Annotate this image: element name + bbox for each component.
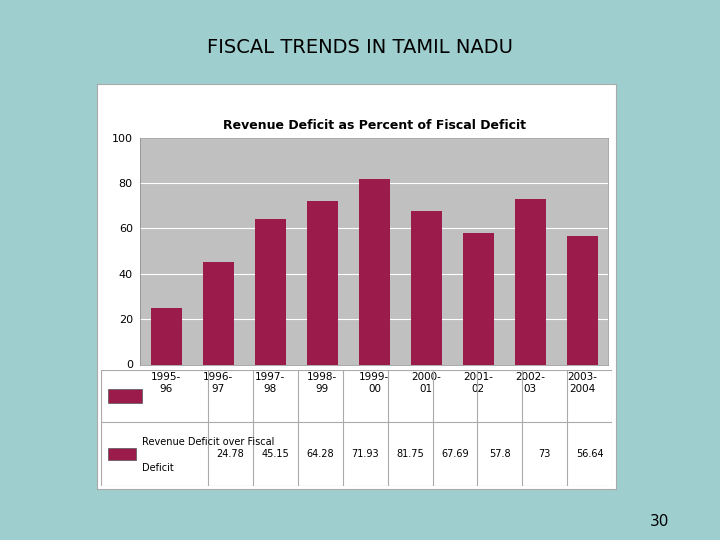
Text: Revenue Deficit over Fiscal: Revenue Deficit over Fiscal <box>142 437 274 448</box>
Text: 67.69: 67.69 <box>441 449 469 459</box>
Text: 81.75: 81.75 <box>396 449 424 459</box>
Bar <box>150 308 182 364</box>
Bar <box>463 233 494 364</box>
Text: 71.93: 71.93 <box>351 449 379 459</box>
Text: 56.64: 56.64 <box>576 449 603 459</box>
Bar <box>411 211 442 364</box>
Text: 64.28: 64.28 <box>307 449 334 459</box>
Bar <box>255 219 286 364</box>
Bar <box>567 236 598 364</box>
Bar <box>109 389 143 403</box>
Text: 45.15: 45.15 <box>261 449 289 459</box>
Title: Revenue Deficit as Percent of Fiscal Deficit: Revenue Deficit as Percent of Fiscal Def… <box>223 119 526 132</box>
Text: Deficit: Deficit <box>142 463 174 473</box>
Text: FISCAL TRENDS IN TAMIL NADU: FISCAL TRENDS IN TAMIL NADU <box>207 38 513 57</box>
Text: 57.8: 57.8 <box>489 449 510 459</box>
Text: 73: 73 <box>539 449 551 459</box>
Bar <box>109 448 136 460</box>
Bar <box>203 262 234 364</box>
Bar <box>307 201 338 364</box>
Bar <box>359 179 390 364</box>
Text: 30: 30 <box>650 514 670 529</box>
Bar <box>515 199 546 364</box>
Text: 24.78: 24.78 <box>217 449 245 459</box>
